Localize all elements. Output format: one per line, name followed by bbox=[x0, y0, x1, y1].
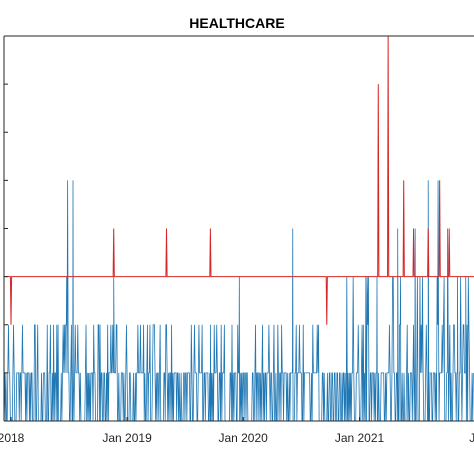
series-blue bbox=[3, 180, 474, 422]
x-tick-label: 2018 bbox=[0, 431, 25, 445]
plot-area: 2018 Jan 2019 Jan 2020 Jan 2021 Ja bbox=[0, 35, 474, 445]
chart-title: HEALTHCARE bbox=[189, 15, 284, 31]
x-axis-ticks: 2018 Jan 2019 Jan 2020 Jan 2021 Ja bbox=[0, 417, 474, 445]
x-tick-label: Jan 2020 bbox=[218, 431, 268, 445]
y-axis-ticks bbox=[4, 35, 8, 422]
x-tick-label: Jan 2021 bbox=[335, 431, 385, 445]
x-tick-label: Jan 2019 bbox=[102, 431, 152, 445]
x-tick-label: Ja bbox=[469, 431, 474, 445]
series-blue-line bbox=[3, 180, 474, 422]
